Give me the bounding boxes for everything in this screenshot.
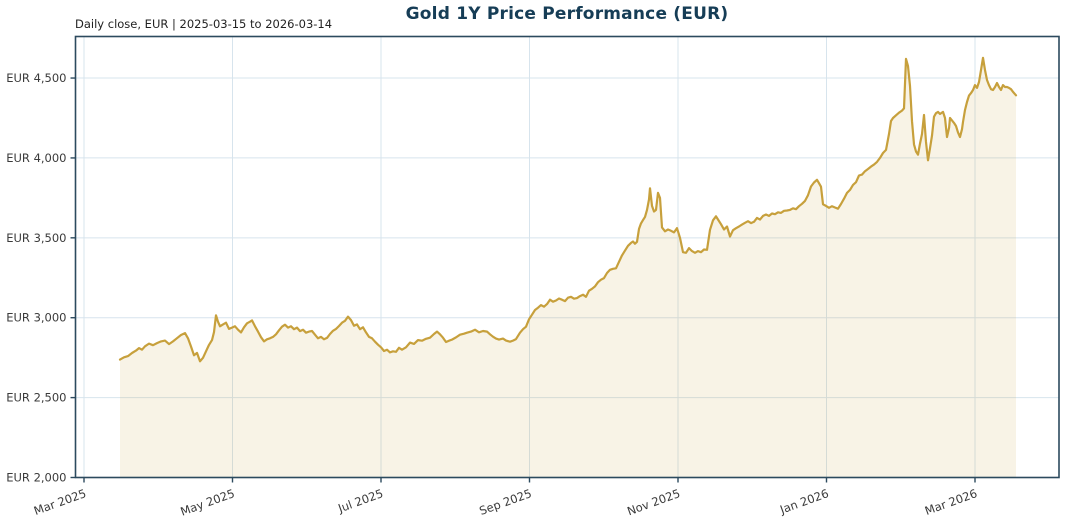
svg-text:Nov 2025: Nov 2025 bbox=[625, 486, 682, 518]
svg-text:EUR 3,000: EUR 3,000 bbox=[6, 311, 66, 325]
series-fill bbox=[120, 57, 1016, 478]
x-axis-ticks bbox=[83, 477, 976, 483]
svg-text:EUR 4,500: EUR 4,500 bbox=[6, 71, 66, 85]
svg-text:Mar 2026: Mar 2026 bbox=[923, 486, 979, 518]
svg-text:EUR 3,500: EUR 3,500 bbox=[6, 231, 66, 245]
x-axis-labels: Mar 2025 May 2025 Jul 2025 Sep 2025 Nov 2025… bbox=[32, 486, 979, 519]
chart-subtitle: Daily close, EUR | 2025-03-15 to 2026-03… bbox=[75, 17, 333, 31]
svg-text:EUR 4,000: EUR 4,000 bbox=[6, 151, 66, 165]
svg-text:EUR 2,500: EUR 2,500 bbox=[6, 391, 66, 405]
y-axis-labels: EUR 2,000 EUR 2,500 EUR 3,000 EUR 3,500 EUR … bbox=[6, 71, 66, 484]
svg-text:Sep 2025: Sep 2025 bbox=[477, 486, 533, 518]
svg-text:Jul 2025: Jul 2025 bbox=[335, 486, 385, 516]
chart-title: Gold 1Y Price Performance (EUR) bbox=[405, 4, 729, 24]
series-line bbox=[118, 56, 1018, 363]
svg-text:EUR 2,000: EUR 2,000 bbox=[6, 471, 66, 485]
y-axis-ticks bbox=[70, 77, 76, 479]
plot-border bbox=[74, 35, 1060, 479]
grid-lines bbox=[75, 36, 1059, 478]
svg-text:Jan 2026: Jan 2026 bbox=[777, 486, 830, 517]
svg-text:Mar 2025: Mar 2025 bbox=[32, 486, 88, 518]
svg-text:May 2025: May 2025 bbox=[178, 486, 236, 519]
